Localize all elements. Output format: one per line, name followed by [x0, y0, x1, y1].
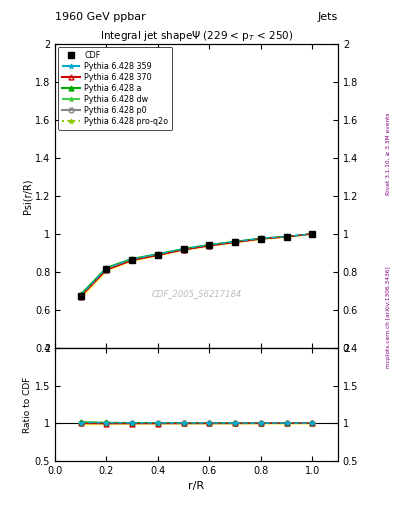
Text: Jets: Jets	[318, 11, 338, 22]
Legend: CDF, Pythia 6.428 359, Pythia 6.428 370, Pythia 6.428 a, Pythia 6.428 dw, Pythia: CDF, Pythia 6.428 359, Pythia 6.428 370,…	[58, 47, 172, 130]
Text: Rivet 3.1.10, ≥ 3.3M events: Rivet 3.1.10, ≥ 3.3M events	[386, 112, 391, 195]
Y-axis label: Psi(r/R): Psi(r/R)	[22, 178, 32, 214]
Text: mcplots.cern.ch [arXiv:1306.3436]: mcplots.cern.ch [arXiv:1306.3436]	[386, 267, 391, 368]
Text: 1960 GeV ppbar: 1960 GeV ppbar	[55, 11, 146, 22]
Y-axis label: Ratio to CDF: Ratio to CDF	[23, 376, 32, 433]
Text: CDF_2005_S6217184: CDF_2005_S6217184	[151, 289, 242, 297]
Title: Integral jet shapeΨ (229 < p$_T$ < 250): Integral jet shapeΨ (229 < p$_T$ < 250)	[100, 29, 293, 44]
X-axis label: r/R: r/R	[188, 481, 205, 491]
